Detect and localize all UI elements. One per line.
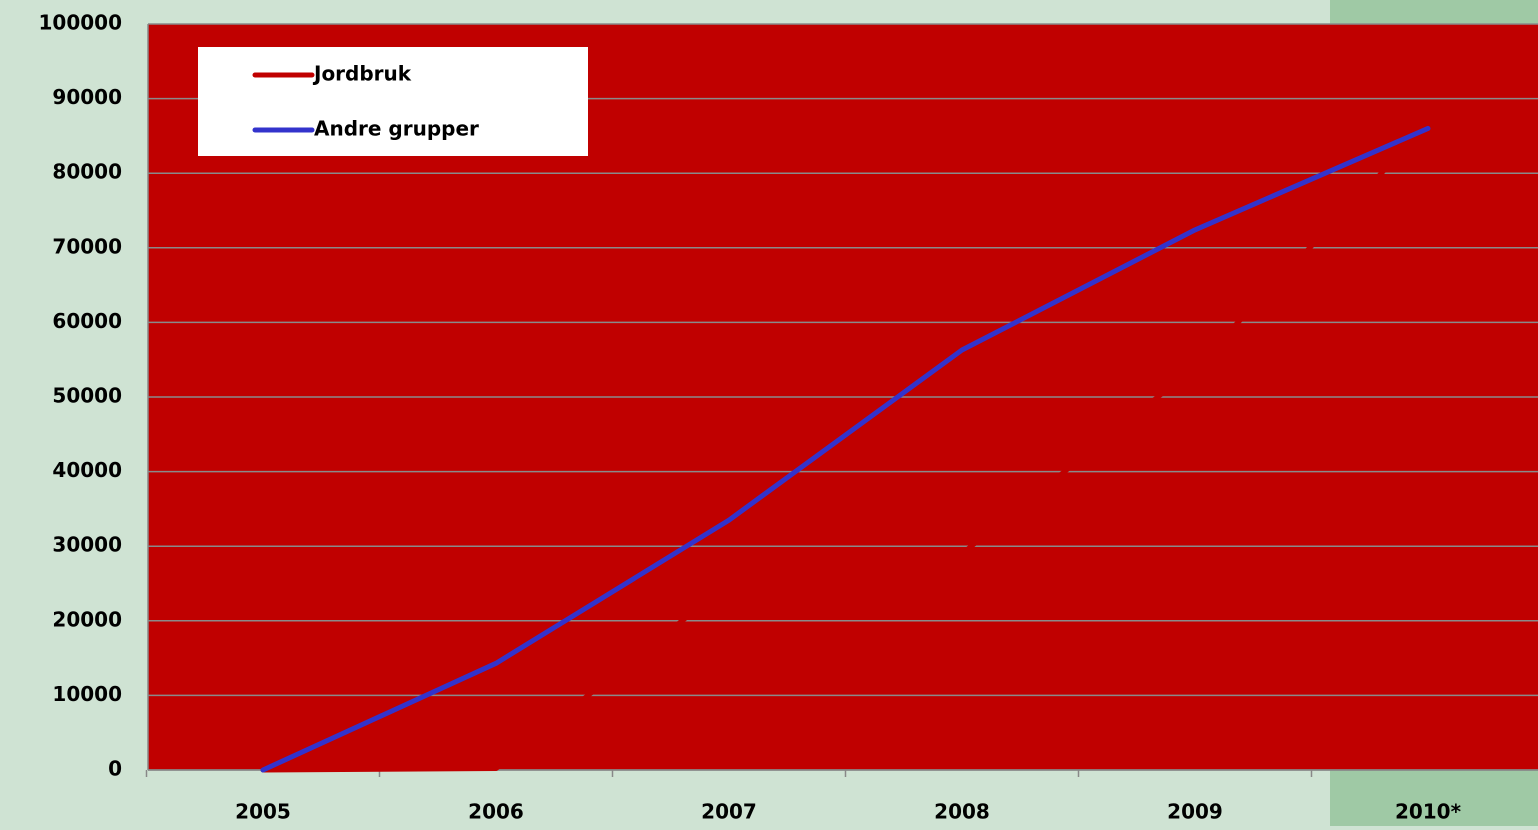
- legend-label: Andre grupper: [314, 117, 479, 141]
- legend-label: Jordbruk: [312, 62, 412, 86]
- y-tick-label: 90000: [52, 85, 122, 109]
- legend-box: [198, 47, 588, 156]
- series-line: [260, 122, 1431, 773]
- y-tick-label: 70000: [52, 234, 122, 258]
- y-tick-label: 100000: [39, 11, 123, 35]
- series-line: [260, 125, 1431, 773]
- y-tick-label: 50000: [52, 384, 122, 408]
- x-tick-label: 2009: [1167, 800, 1223, 824]
- y-tick-label: 40000: [52, 458, 122, 482]
- y-tick-label: 60000: [52, 309, 122, 333]
- x-tick-label: 2010*: [1395, 800, 1462, 824]
- y-tick-label: 30000: [52, 533, 122, 557]
- x-tick-label: 2005: [235, 800, 291, 824]
- y-tick-label: 10000: [52, 682, 122, 706]
- x-tick-label: 2006: [468, 800, 524, 824]
- x-tick-label: 2008: [934, 800, 990, 824]
- y-tick-label: 0: [108, 757, 122, 781]
- x-tick-label: 2007: [701, 800, 757, 824]
- y-tick-label: 80000: [52, 160, 122, 184]
- y-tick-label: 20000: [52, 607, 122, 631]
